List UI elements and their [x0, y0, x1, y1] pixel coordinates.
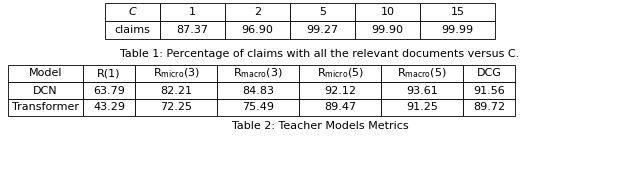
- Text: R$_{\mathrm{micro}}$(3): R$_{\mathrm{micro}}$(3): [152, 67, 200, 80]
- Bar: [355, 3, 420, 21]
- Bar: [381, 82, 463, 99]
- Text: 1: 1: [189, 7, 196, 17]
- Text: 84.83: 84.83: [242, 86, 274, 96]
- Text: R$_{\mathrm{macro}}$(5): R$_{\mathrm{macro}}$(5): [397, 67, 447, 80]
- Text: Table 2: Teacher Models Metrics: Table 2: Teacher Models Metrics: [232, 121, 408, 131]
- Bar: [217, 82, 299, 99]
- Bar: [420, 3, 495, 21]
- Text: 82.21: 82.21: [160, 86, 192, 96]
- Bar: [135, 82, 217, 99]
- Bar: [463, 99, 515, 116]
- Text: 87.37: 87.37: [177, 25, 209, 35]
- Text: R$_{\mathrm{micro}}$(5): R$_{\mathrm{micro}}$(5): [317, 67, 364, 80]
- Text: 99.99: 99.99: [442, 25, 474, 35]
- Text: 89.47: 89.47: [324, 103, 356, 112]
- Bar: [217, 99, 299, 116]
- Text: 99.27: 99.27: [307, 25, 339, 35]
- Text: 72.25: 72.25: [160, 103, 192, 112]
- Bar: [160, 21, 225, 39]
- Bar: [105, 3, 160, 21]
- Bar: [8, 99, 83, 116]
- Bar: [83, 82, 135, 99]
- Bar: [160, 3, 225, 21]
- Text: 93.61: 93.61: [406, 86, 438, 96]
- Text: Table 1: Percentage of claims with all the relevant documents versus C.: Table 1: Percentage of claims with all t…: [120, 49, 520, 59]
- Text: Model: Model: [29, 69, 62, 79]
- Bar: [299, 65, 381, 82]
- Bar: [135, 99, 217, 116]
- Bar: [463, 82, 515, 99]
- Bar: [381, 65, 463, 82]
- Bar: [381, 99, 463, 116]
- Text: claims: claims: [115, 25, 150, 35]
- Bar: [290, 21, 355, 39]
- Bar: [463, 65, 515, 82]
- Bar: [8, 82, 83, 99]
- Bar: [290, 3, 355, 21]
- Text: 63.79: 63.79: [93, 86, 125, 96]
- Text: 75.49: 75.49: [242, 103, 274, 112]
- Text: 2: 2: [254, 7, 261, 17]
- Text: 89.72: 89.72: [473, 103, 505, 112]
- Bar: [135, 65, 217, 82]
- Bar: [355, 21, 420, 39]
- Bar: [105, 21, 160, 39]
- Text: 99.90: 99.90: [371, 25, 403, 35]
- Bar: [225, 21, 290, 39]
- Text: 96.90: 96.90: [241, 25, 273, 35]
- Bar: [83, 65, 135, 82]
- Text: R(1): R(1): [97, 69, 121, 79]
- Text: DCG: DCG: [477, 69, 501, 79]
- Text: Transformer: Transformer: [12, 103, 79, 112]
- Text: DCN: DCN: [33, 86, 58, 96]
- Bar: [299, 82, 381, 99]
- Bar: [217, 65, 299, 82]
- Bar: [8, 65, 83, 82]
- Bar: [83, 99, 135, 116]
- Text: C: C: [129, 7, 136, 17]
- Text: 91.25: 91.25: [406, 103, 438, 112]
- Text: 43.29: 43.29: [93, 103, 125, 112]
- Bar: [420, 21, 495, 39]
- Bar: [225, 3, 290, 21]
- Text: 15: 15: [451, 7, 465, 17]
- Bar: [299, 99, 381, 116]
- Text: 5: 5: [319, 7, 326, 17]
- Text: 91.56: 91.56: [473, 86, 505, 96]
- Text: R$_{\mathrm{macro}}$(3): R$_{\mathrm{macro}}$(3): [233, 67, 283, 80]
- Text: 92.12: 92.12: [324, 86, 356, 96]
- Text: 10: 10: [381, 7, 394, 17]
